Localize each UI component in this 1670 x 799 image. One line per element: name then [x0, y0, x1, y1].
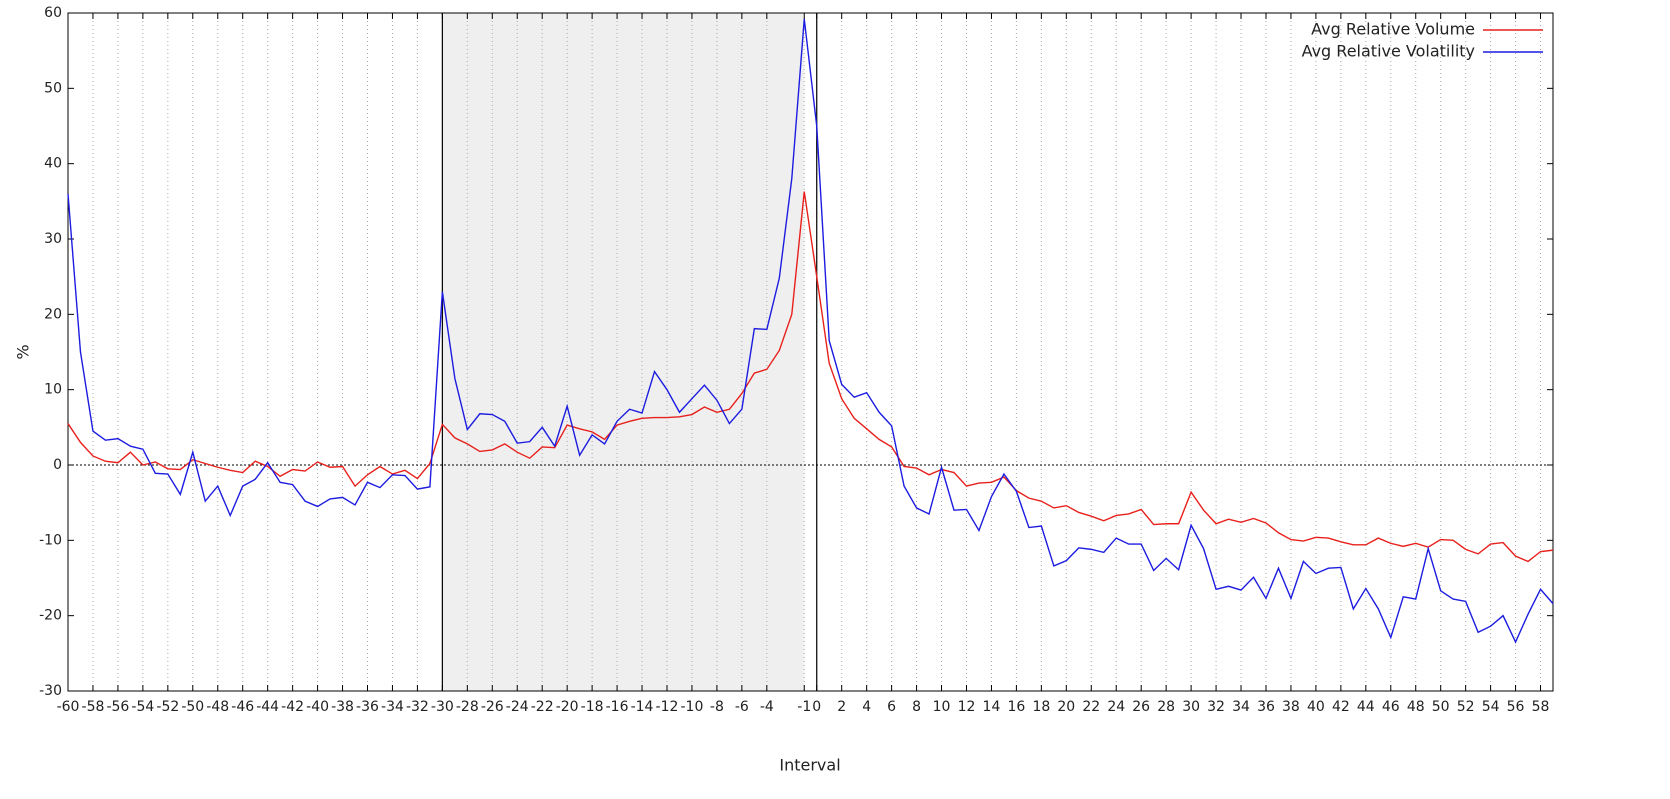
series-line — [67, 191, 1554, 563]
x-tick-label: -26 — [481, 699, 504, 715]
x-tick-label: -42 — [281, 699, 304, 715]
y-tick-label: 0 — [53, 457, 62, 473]
x-tick-label: 8 — [912, 699, 921, 715]
x-tick-label: 20 — [1057, 699, 1075, 715]
x-tick-label: -22 — [531, 699, 554, 715]
x-tick-label: 6 — [887, 699, 896, 715]
y-tick-label: -20 — [39, 608, 62, 624]
x-tick-label: 54 — [1482, 699, 1500, 715]
x-tick-label: 30 — [1182, 699, 1200, 715]
x-tick-label: -30 — [431, 699, 454, 715]
x-tick-label: -24 — [506, 699, 529, 715]
x-tick-label: 4 — [862, 699, 871, 715]
x-tick-label: -36 — [356, 699, 379, 715]
y-tick-label: -10 — [39, 532, 62, 548]
y-axis-label: % — [14, 344, 33, 359]
x-axis-label: Interval — [779, 756, 840, 775]
x-tick-label: -34 — [381, 699, 404, 715]
series-line — [67, 18, 1554, 644]
x-tick-label: 42 — [1332, 699, 1350, 715]
x-tick-label: 18 — [1032, 699, 1050, 715]
legend-label: Avg Relative Volatility — [1302, 42, 1475, 61]
x-tick-label: 28 — [1157, 699, 1175, 715]
y-tick-label: 50 — [44, 80, 62, 96]
x-tick-label: -6 — [735, 699, 749, 715]
y-tick-label: 10 — [44, 382, 62, 398]
x-tick-label: -8 — [710, 699, 724, 715]
x-tick-label: 22 — [1082, 699, 1100, 715]
x-tick-label: -40 — [306, 699, 329, 715]
x-tick-label: 2 — [837, 699, 846, 715]
x-tick-label: 50 — [1432, 699, 1450, 715]
x-tick-label: -10 — [681, 699, 704, 715]
x-tick-label: 44 — [1357, 699, 1375, 715]
x-tick-label: -58 — [82, 699, 105, 715]
x-tick-label: -56 — [106, 699, 129, 715]
x-tick-label: -32 — [406, 699, 429, 715]
x-tick-label: -54 — [131, 699, 154, 715]
x-tick-label: 16 — [1007, 699, 1025, 715]
y-tick-label: -30 — [39, 683, 62, 699]
y-tick-label: 60 — [44, 5, 62, 21]
legend-label: Avg Relative Volume — [1311, 20, 1475, 39]
x-tick-label: 26 — [1132, 699, 1150, 715]
x-tick-label: 0 — [812, 699, 821, 715]
x-tick-label: 40 — [1307, 699, 1325, 715]
x-tick-label: 48 — [1407, 699, 1425, 715]
x-tick-label: 10 — [933, 699, 951, 715]
x-tick-label: -46 — [231, 699, 254, 715]
x-tick-label: -4 — [760, 699, 774, 715]
y-tick-label: 40 — [44, 156, 62, 172]
y-tick-label: 30 — [44, 231, 62, 247]
x-tick-label: -50 — [181, 699, 204, 715]
x-tick-label: -28 — [456, 699, 479, 715]
x-tick-label: 24 — [1107, 699, 1125, 715]
x-tick-label: -12 — [656, 699, 679, 715]
x-tick-label: -20 — [556, 699, 579, 715]
x-tick-label: -60 — [57, 699, 80, 715]
x-tick-label: -48 — [206, 699, 229, 715]
x-tick-label: 58 — [1532, 699, 1550, 715]
x-tick-label: -1 — [797, 699, 811, 715]
x-tick-label: -14 — [631, 699, 654, 715]
x-tick-label: 38 — [1282, 699, 1300, 715]
shaded-region — [442, 13, 805, 691]
x-tick-label: 36 — [1257, 699, 1275, 715]
x-tick-label: -38 — [331, 699, 354, 715]
x-tick-label: 12 — [958, 699, 976, 715]
x-tick-label: 14 — [983, 699, 1001, 715]
x-tick-label: 34 — [1232, 699, 1250, 715]
x-tick-label: 32 — [1207, 699, 1225, 715]
x-tick-label: 56 — [1507, 699, 1525, 715]
x-tick-label: -44 — [256, 699, 279, 715]
x-tick-label: -16 — [606, 699, 629, 715]
x-tick-label: -18 — [581, 699, 604, 715]
x-tick-label: 46 — [1382, 699, 1400, 715]
x-tick-label: 52 — [1457, 699, 1475, 715]
y-tick-label: 20 — [44, 306, 62, 322]
plot-frame — [67, 12, 1554, 692]
x-tick-label: -52 — [156, 699, 179, 715]
